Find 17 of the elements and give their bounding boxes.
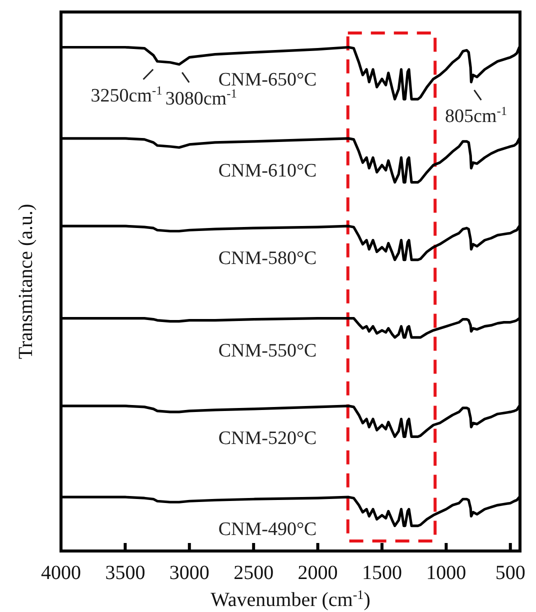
x-axis-title: Wavenumber (cm$^{-1}$) xyxy=(210,586,370,611)
series-label: CNM-550°C xyxy=(218,340,317,362)
series-label: CNM-520°C xyxy=(218,428,317,449)
x-tick-label: 4000 xyxy=(41,562,81,584)
x-tick-label: 3000 xyxy=(169,562,210,584)
annotation: 805cm$^{-1}$ xyxy=(444,104,508,128)
y-axis-title: Transmitance (a.u.) xyxy=(15,204,37,360)
series-label: CNM-490°C xyxy=(218,519,317,540)
annotation: 3250cm$^{-1}$ xyxy=(90,83,162,106)
x-tick-label: 1000 xyxy=(426,562,466,584)
x-tick-label: 500 xyxy=(495,562,526,584)
x-tick-label: 1500 xyxy=(362,562,402,584)
x-tick-label: 2000 xyxy=(298,562,338,584)
x-tick-label: 3500 xyxy=(105,562,146,584)
x-tick-label: 2500 xyxy=(234,562,274,584)
series-label: CNM-580°C xyxy=(218,248,317,270)
series-label: CNM-610°C xyxy=(218,160,317,182)
